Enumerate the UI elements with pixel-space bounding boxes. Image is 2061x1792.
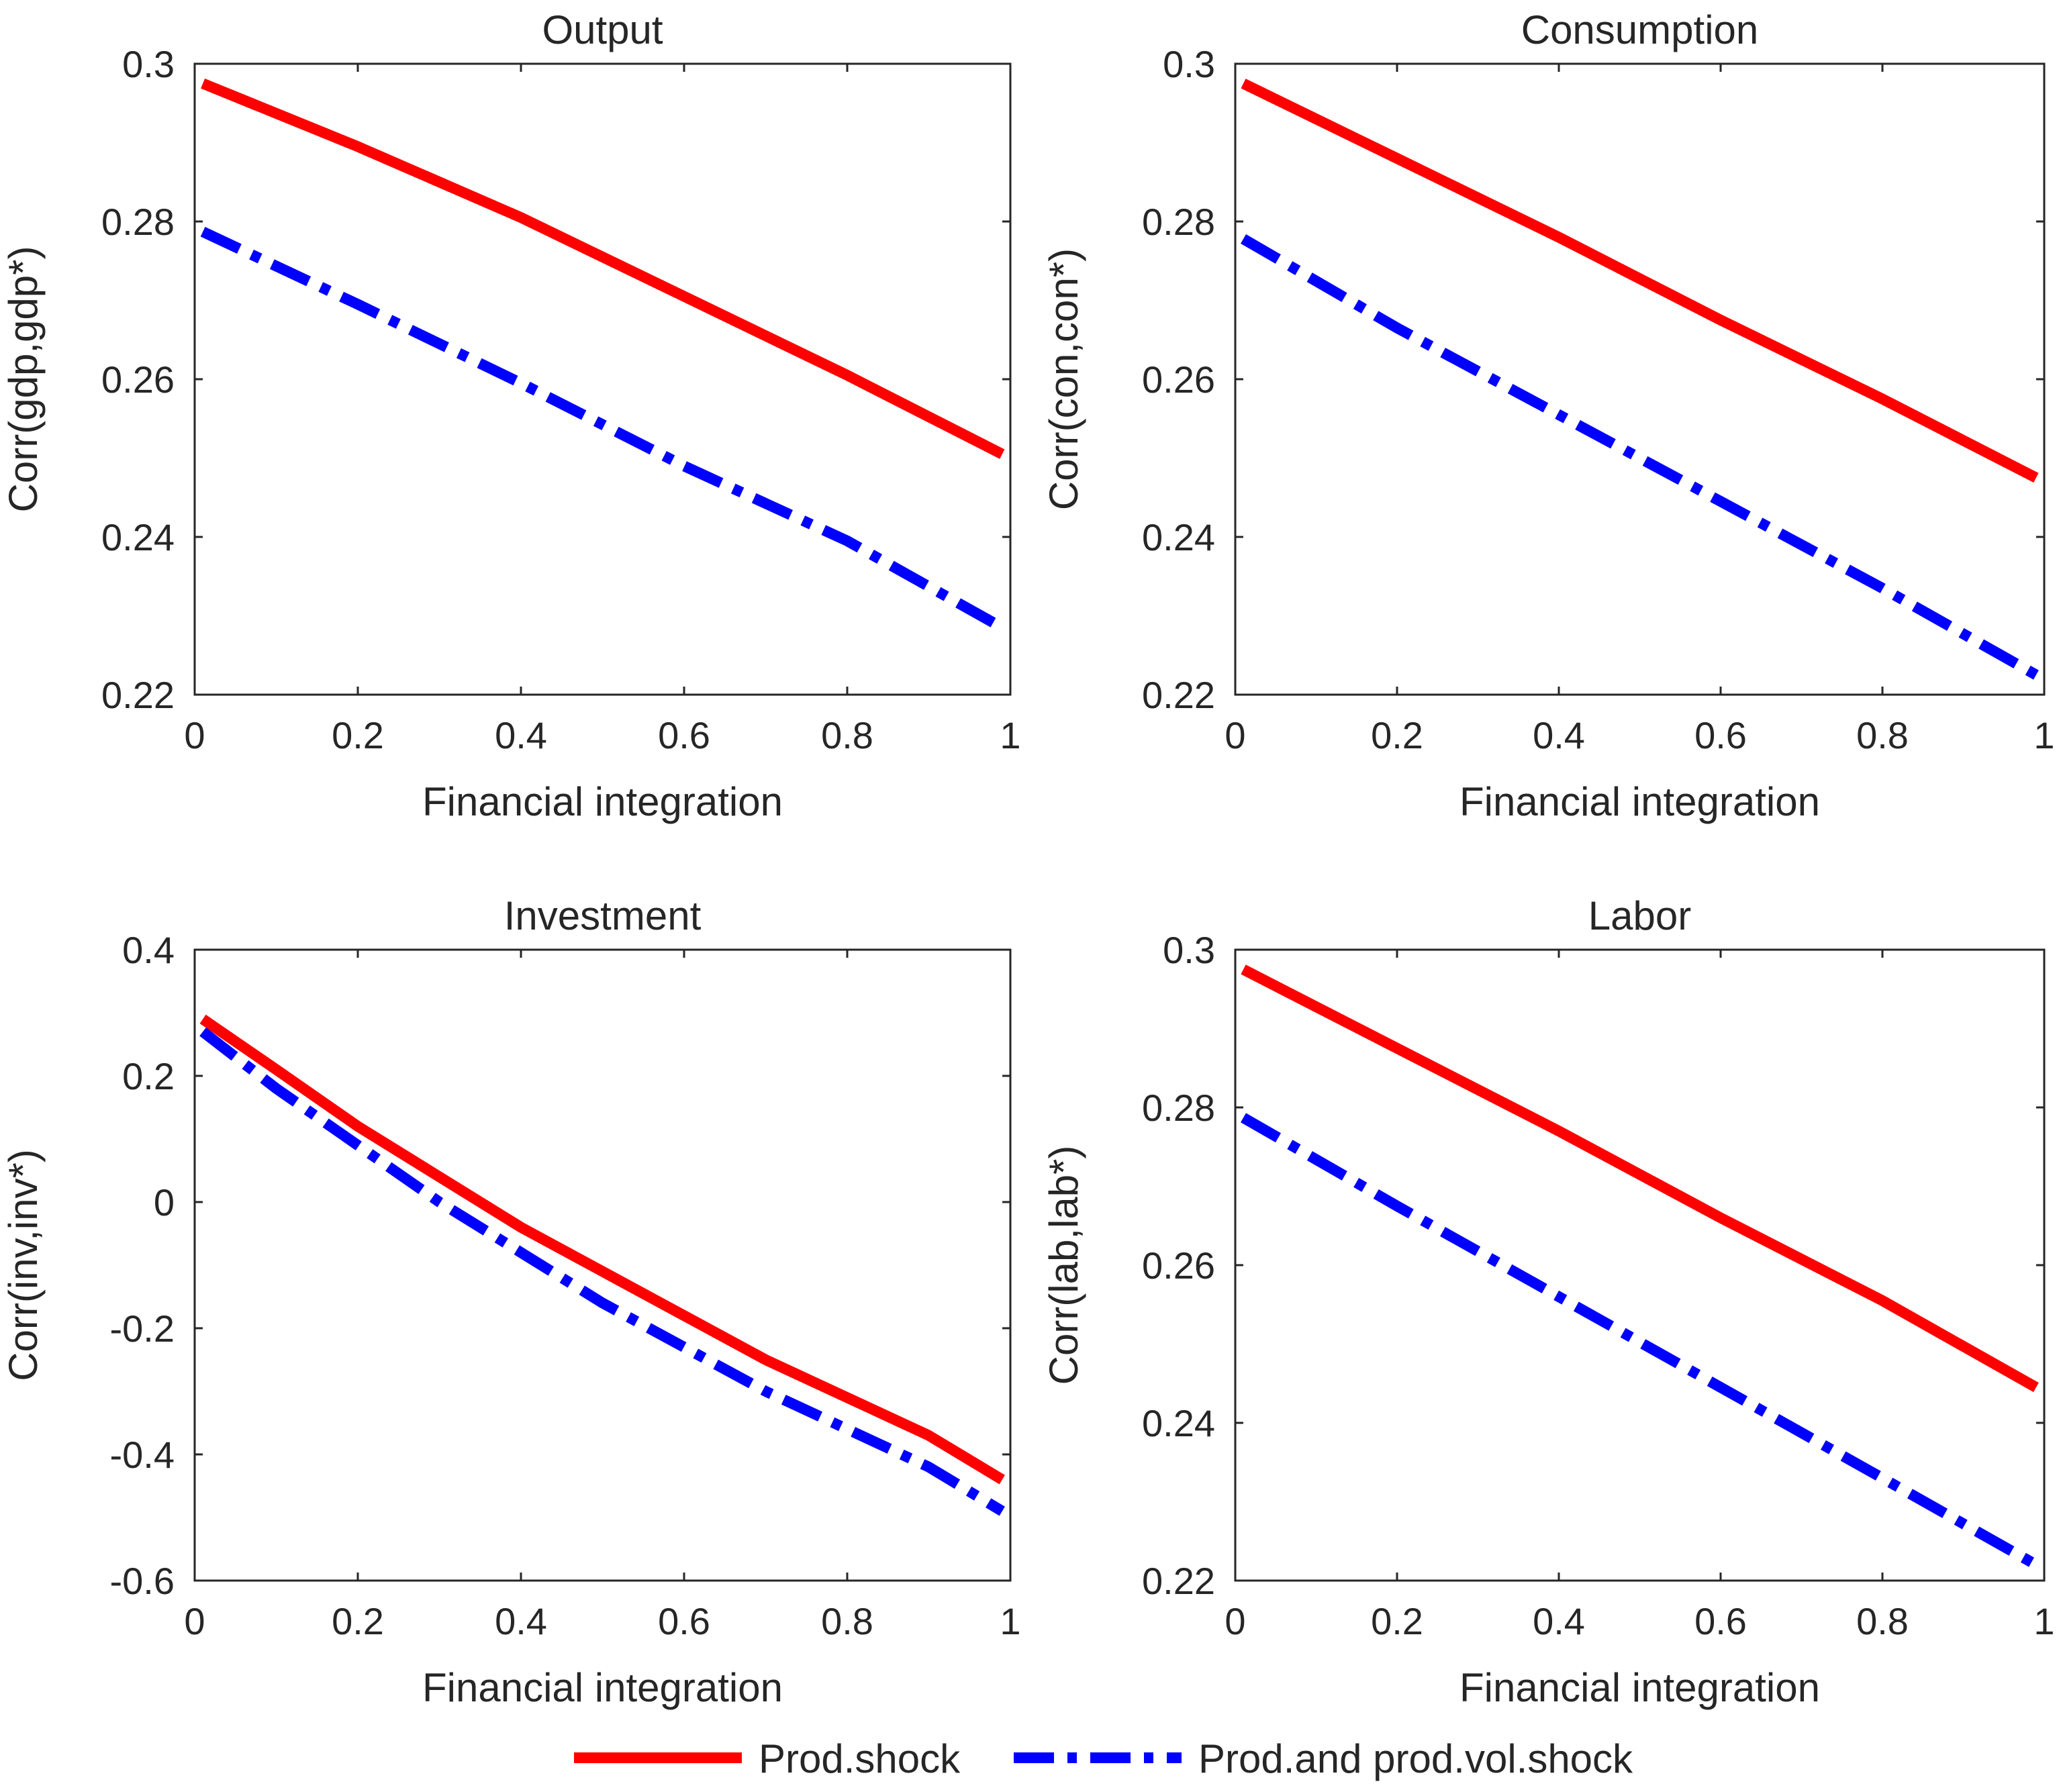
y-tick-label: -0.6 — [110, 1560, 175, 1602]
y-tick-label: 0.2 — [122, 1055, 175, 1097]
x-axis-label: Financial integration — [422, 779, 783, 824]
series-line-prod-shock — [199, 1014, 1005, 1485]
x-tick-label: 0.6 — [658, 1600, 710, 1642]
series-line-prod-shock — [1241, 964, 2039, 1393]
panel-output: 0 0.2 0.4 0.6 0.8 1 0.22 0.24 0.26 0.28 0.3 Output F… — [1, 7, 1021, 824]
series-line-prod-and-vol-shock — [200, 227, 1005, 633]
y-tick-label: 0.28 — [101, 201, 175, 243]
x-tick-label: 1 — [1000, 1600, 1020, 1642]
y-tick-label: 0.26 — [1142, 1244, 1215, 1287]
x-tick-label: 0.6 — [658, 714, 710, 756]
y-tick-label: -0.4 — [110, 1434, 175, 1476]
y-tick-label: 0.28 — [1142, 201, 1215, 243]
y-tick-label: 0 — [154, 1181, 175, 1224]
chart-title: Consumption — [1521, 7, 1759, 52]
y-tick-label: 0.24 — [101, 516, 175, 558]
y-tick-label: 0.24 — [1142, 516, 1215, 558]
panel-labor: 0 0.2 0.4 0.6 0.8 1 0.22 0.24 0.26 0.28 0.3 Labor Fi… — [1041, 893, 2055, 1710]
y-tick-label: 0.26 — [101, 358, 175, 401]
y-tick-label: 0.4 — [122, 929, 175, 971]
x-tick-label: 0.8 — [821, 714, 873, 756]
x-tick-label: 0.6 — [1694, 1600, 1747, 1642]
series-line-prod-and-vol-shock — [1241, 1113, 2039, 1570]
x-tick-label: 0.2 — [1371, 714, 1423, 756]
y-tick-label: 0.3 — [1163, 43, 1215, 85]
y-tick-label: 0.24 — [1142, 1402, 1215, 1444]
y-tick-label: 0.22 — [1142, 674, 1215, 716]
x-tick-label: 0 — [1225, 1600, 1245, 1642]
chart-title: Output — [542, 7, 663, 52]
series-line-prod-and-vol-shock — [199, 1027, 1005, 1516]
y-axis-label: Corr(lab,lab*) — [1041, 1146, 1086, 1385]
series-line-prod-shock — [201, 78, 1005, 459]
y-tick-label: 0.22 — [1142, 1560, 1215, 1602]
x-tick-label: 0 — [184, 1600, 205, 1642]
x-tick-label: 1 — [2033, 1600, 2054, 1642]
x-tick-label: 0.2 — [332, 1600, 384, 1642]
y-tick-label: 0.3 — [1163, 929, 1215, 971]
x-tick-label: 0.4 — [495, 1600, 547, 1642]
x-tick-label: 0 — [1225, 714, 1245, 756]
y-axis-label: Corr(inv,inv*) — [1, 1149, 46, 1381]
x-tick-label: 0.2 — [332, 714, 384, 756]
x-tick-label: 0.8 — [1856, 1600, 1909, 1642]
y-tick-label: 0.22 — [101, 674, 175, 716]
chart-title: Labor — [1588, 893, 1691, 938]
legend-label: Prod.and prod.vol.shock — [1198, 1736, 1633, 1781]
x-tick-label: 0.4 — [495, 714, 547, 756]
x-axis-label: Financial integration — [422, 1665, 783, 1710]
panel-consumption: 0 0.2 0.4 0.6 0.8 1 0.22 0.24 0.26 0.28 0.3 Consump… — [1041, 7, 2055, 824]
x-tick-label: 0.2 — [1371, 1600, 1423, 1642]
y-axis-label: Corr(gdp,gdp*) — [1, 246, 46, 513]
y-axis-label: Corr(con,con*) — [1041, 248, 1086, 510]
axes-box — [1234, 948, 2046, 1582]
x-tick-label: 1 — [2033, 714, 2054, 756]
x-tick-label: 0 — [184, 714, 205, 756]
x-tick-label: 0.8 — [821, 1600, 873, 1642]
axes-box — [193, 62, 1012, 696]
y-tick-label: 0.3 — [122, 43, 175, 85]
x-tick-label: 0.6 — [1694, 714, 1747, 756]
x-tick-label: 0.8 — [1856, 714, 1909, 756]
x-axis-label: Financial integration — [1459, 779, 1820, 824]
x-tick-label: 1 — [1000, 714, 1020, 756]
x-tick-label: 0.4 — [1533, 1600, 1585, 1642]
legend: Prod.shock Prod.and prod.vol.shock — [574, 1736, 1633, 1781]
y-tick-label: -0.2 — [110, 1307, 175, 1350]
y-tick-label: 0.26 — [1142, 358, 1215, 401]
panel-investment: 0 0.2 0.4 0.6 0.8 1 -0.6 -0.4 -0.2 0 0.2 0.4 Investm… — [1, 893, 1021, 1710]
legend-label: Prod.shock — [759, 1736, 961, 1781]
axes-box — [1234, 62, 2046, 696]
chart-title: Investment — [504, 893, 702, 938]
axes-box — [193, 948, 1012, 1582]
y-tick-label: 0.28 — [1142, 1087, 1215, 1129]
x-tick-label: 0.4 — [1533, 714, 1585, 756]
x-axis-label: Financial integration — [1459, 1665, 1820, 1710]
series-line-prod-shock — [1241, 79, 2039, 483]
series-line-prod-and-vol-shock — [1240, 234, 2039, 680]
